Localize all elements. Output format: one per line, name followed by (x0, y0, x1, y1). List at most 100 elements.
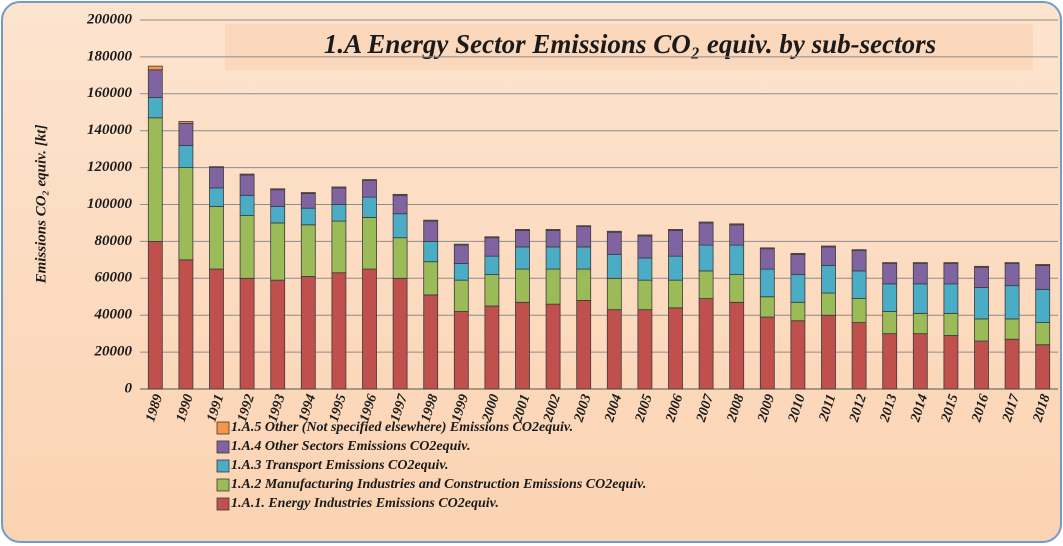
bar-segment (912, 333, 928, 390)
legend-swatch (216, 459, 230, 473)
bar-segment (1004, 338, 1020, 390)
y-axis-label: Emissions CO₂ equiv. [kt] (33, 125, 49, 285)
bar-segment (300, 192, 316, 194)
bar-segment (209, 166, 224, 169)
bar-segment (270, 205, 286, 224)
bar-segment (576, 226, 592, 248)
bar-segment (392, 193, 408, 196)
bar-segment (729, 244, 745, 276)
y-tick-label: 180000 (87, 48, 133, 64)
bar-segment (759, 248, 775, 270)
bar-segment (362, 196, 377, 218)
bar-segment (698, 244, 714, 272)
bar-segment (943, 312, 959, 336)
legend-swatch (216, 478, 230, 492)
bar-segment (668, 279, 683, 309)
bar-segment (912, 262, 928, 264)
bar-segment (331, 187, 347, 205)
bar-segment (239, 277, 255, 390)
y-tick-label: 20000 (94, 344, 133, 360)
bar-segment (147, 117, 163, 242)
bar-segment (821, 314, 836, 390)
bar-segment (606, 231, 622, 255)
chart-title: 1.A Energy Sector Emissions CO₂ equiv. b… (324, 29, 936, 59)
bar-segment (974, 266, 989, 288)
bar-segment (209, 268, 224, 390)
bar-segment (912, 283, 928, 314)
y-tick-label: 200000 (86, 11, 133, 27)
bar-segment (545, 229, 561, 231)
bar-segment (178, 259, 194, 390)
bar-segment (453, 279, 469, 312)
bar-segment (270, 188, 286, 191)
bar-segment (147, 65, 163, 71)
bar-segment (362, 268, 377, 390)
bar-segment (1004, 285, 1020, 320)
bar-segment (882, 263, 898, 285)
bar-segment (668, 307, 683, 390)
bar-segment (545, 229, 561, 248)
bar-segment (331, 272, 347, 390)
bar-segment (392, 194, 408, 215)
bar-segment (392, 237, 408, 279)
bar-segment (178, 121, 194, 124)
bar-segment (790, 301, 806, 322)
bar-segment (453, 243, 469, 246)
bar-segment (300, 207, 316, 226)
bar-segment (606, 309, 622, 390)
bar-segment (178, 145, 194, 169)
y-tick-label: 100000 (87, 196, 133, 212)
bar-segment (698, 222, 714, 246)
bar-segment (790, 320, 806, 390)
bar-segment (790, 252, 806, 255)
bar-segment (851, 249, 867, 252)
bar-segment (362, 179, 377, 181)
bar-segment (270, 222, 286, 281)
bar-segment (943, 335, 959, 390)
legend-label: 1.A.5 Other (Not specified elsewhere) Em… (231, 420, 573, 435)
bar-segment (851, 298, 867, 323)
bar-segment (882, 283, 898, 312)
bar-segment (637, 257, 653, 281)
bar-segment (851, 270, 867, 299)
bar-segment (331, 220, 347, 274)
y-tick-label: 160000 (87, 85, 133, 101)
bar-segment (270, 189, 286, 207)
y-tick-label: 0 (125, 380, 133, 396)
bar-segment (484, 236, 500, 239)
legend-label: 1.A.3 Transport Emissions CO2equiv. (231, 458, 449, 473)
bar-segment (392, 277, 408, 390)
bar-segment (392, 213, 408, 239)
bar-segment (606, 277, 622, 311)
bar-segment (606, 230, 622, 233)
bar-segment (484, 237, 500, 257)
y-tick-label: 40000 (94, 307, 133, 323)
y-tick-label: 140000 (87, 122, 133, 138)
bar-segment (729, 301, 745, 390)
bar-segment (178, 167, 194, 261)
bar-segment (1035, 264, 1051, 266)
bar-segment (300, 224, 316, 277)
bar-segment (300, 193, 316, 209)
bar-segment (423, 240, 439, 263)
bar-segment (515, 246, 530, 270)
bar-segment (423, 219, 439, 222)
bar-segment (698, 221, 714, 224)
bar-segment (209, 167, 224, 189)
bar-segment (362, 217, 377, 270)
bar-segment (729, 274, 745, 303)
legend-swatch (216, 497, 230, 511)
bar-segment (453, 311, 469, 390)
bar-segment (1004, 262, 1020, 264)
bar-segment (515, 301, 530, 390)
bar-segment (239, 174, 255, 196)
bar-segment (545, 246, 561, 270)
bar-segment (759, 247, 775, 250)
bar-segment (821, 292, 836, 316)
bar-segment (331, 204, 347, 222)
bar-segment (821, 245, 836, 248)
bar-segment (637, 235, 653, 259)
legend-label: 1.A.4 Other Sectors Emissions CO2equiv. (231, 439, 470, 454)
